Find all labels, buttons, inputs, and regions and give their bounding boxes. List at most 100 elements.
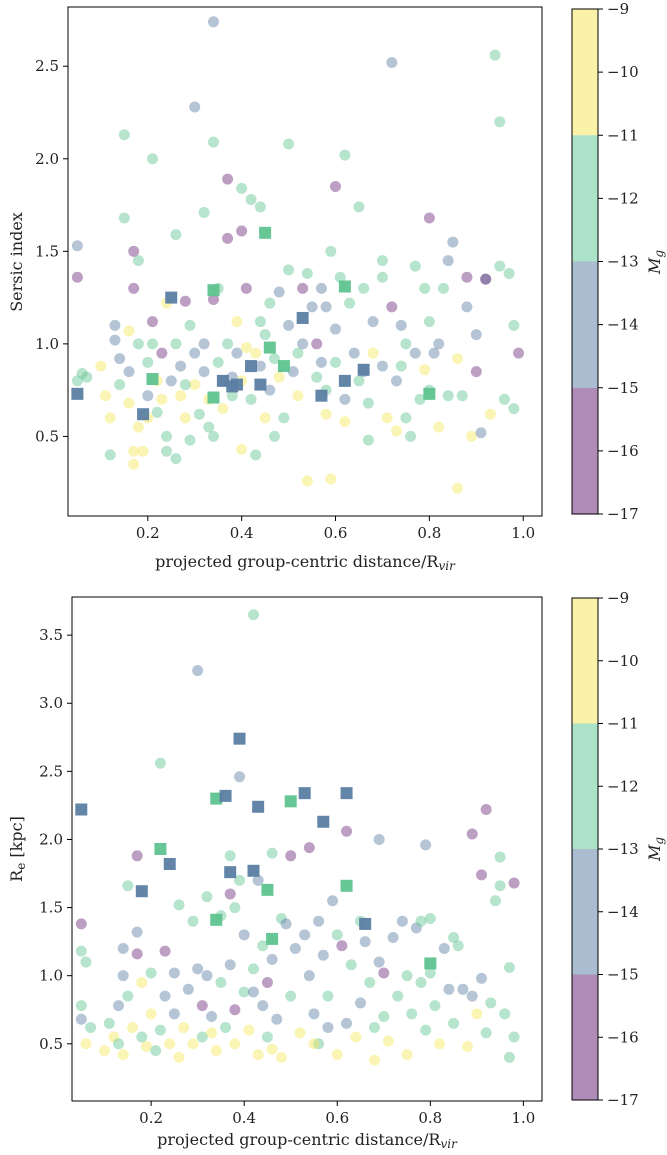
data-point xyxy=(442,255,454,267)
data-point xyxy=(142,356,154,368)
data-point xyxy=(146,316,158,328)
data-point xyxy=(494,880,506,892)
data-point xyxy=(285,990,297,1002)
data-point xyxy=(103,1017,115,1029)
data-point xyxy=(117,1049,129,1061)
data-point xyxy=(297,282,309,294)
data-point xyxy=(231,316,243,328)
data-point xyxy=(480,803,492,815)
data-point xyxy=(71,240,83,252)
data-point-square xyxy=(219,789,232,802)
data-point xyxy=(150,1045,162,1057)
data-point xyxy=(75,1013,87,1025)
data-point xyxy=(466,990,478,1002)
colorbar-tick-label: −11 xyxy=(607,126,639,144)
data-point xyxy=(100,390,112,402)
y-axis-label: Re [kpc] xyxy=(7,816,28,882)
data-point xyxy=(198,338,210,350)
data-point xyxy=(508,1031,520,1043)
data-point xyxy=(131,926,143,938)
data-point xyxy=(331,1049,343,1061)
data-point xyxy=(283,138,295,150)
scatter-points xyxy=(71,16,525,494)
data-point xyxy=(299,929,311,941)
data-point xyxy=(95,360,107,372)
data-point xyxy=(327,895,339,907)
colorbar-band xyxy=(572,261,598,388)
data-point xyxy=(238,929,250,941)
data-point xyxy=(457,983,469,995)
data-point xyxy=(268,353,280,365)
data-point xyxy=(386,57,398,69)
data-point xyxy=(271,1013,283,1025)
colorbar-tick-label: −10 xyxy=(607,652,639,670)
data-point xyxy=(289,942,301,954)
data-point xyxy=(442,390,454,402)
data-point xyxy=(424,912,436,924)
data-point xyxy=(266,1043,278,1055)
data-point xyxy=(156,393,168,405)
data-point xyxy=(434,1038,446,1050)
data-point xyxy=(303,842,315,854)
data-point-square xyxy=(135,885,148,898)
data-point xyxy=(226,390,238,402)
data-point xyxy=(415,976,427,988)
data-point xyxy=(419,282,431,294)
data-point xyxy=(401,970,413,982)
data-point-square xyxy=(266,932,279,945)
data-point xyxy=(250,449,262,461)
y-tick-label: 2.5 xyxy=(35,57,59,75)
data-point xyxy=(508,319,520,331)
data-point xyxy=(252,1049,264,1061)
data-point xyxy=(353,375,365,387)
data-point xyxy=(254,360,266,372)
data-point xyxy=(423,316,435,328)
data-point xyxy=(145,967,157,979)
data-point xyxy=(179,379,191,391)
data-point xyxy=(313,915,325,927)
data-point xyxy=(285,850,297,862)
colorbar-tick-label: −13 xyxy=(607,840,639,858)
data-point xyxy=(240,282,252,294)
data-point xyxy=(117,942,129,954)
data-point xyxy=(503,268,515,280)
data-point xyxy=(503,1051,515,1063)
data-point xyxy=(247,609,259,621)
data-point xyxy=(126,1021,138,1033)
data-point xyxy=(280,918,292,930)
data-point xyxy=(203,421,215,433)
data-point xyxy=(114,353,126,365)
data-point xyxy=(364,976,376,988)
data-point xyxy=(353,201,365,213)
data-point xyxy=(275,1051,287,1063)
data-point xyxy=(159,945,171,957)
colorbar: −9 −10 −11 −12 −13 −14 −15 −16 −17 Mg xyxy=(571,589,666,1109)
data-point-square xyxy=(259,226,272,239)
data-point xyxy=(292,390,304,402)
data-point xyxy=(415,915,427,927)
data-point xyxy=(345,959,357,971)
data-point-square xyxy=(207,391,220,404)
data-point xyxy=(392,990,404,1002)
data-point xyxy=(128,458,140,470)
data-point xyxy=(224,888,236,900)
data-point xyxy=(420,1024,432,1036)
data-point-square xyxy=(75,803,88,816)
y-tick-label: 0.5 xyxy=(39,1035,63,1053)
data-point xyxy=(71,271,83,283)
data-point xyxy=(503,962,515,974)
data-point-square xyxy=(277,360,290,373)
data-point xyxy=(170,453,182,465)
colorbar-band xyxy=(572,598,598,724)
data-point-square xyxy=(359,917,372,930)
data-point xyxy=(222,173,234,185)
data-point xyxy=(376,360,388,372)
data-point xyxy=(395,319,407,331)
data-point xyxy=(443,983,455,995)
colorbar-tick-label: −9 xyxy=(607,0,629,18)
data-point xyxy=(123,366,135,378)
data-point xyxy=(266,847,278,859)
data-point xyxy=(122,990,134,1002)
y-tick-label: 3.5 xyxy=(39,626,63,644)
data-point xyxy=(81,371,93,383)
